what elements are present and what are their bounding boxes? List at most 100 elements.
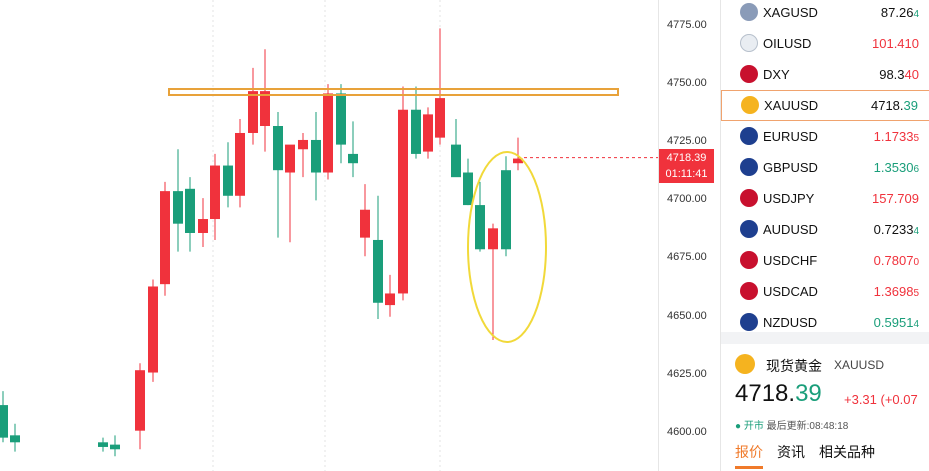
watchlist-symbol: AUDUSD — [763, 222, 818, 237]
candle-body — [398, 109, 408, 294]
watchlist-symbol: OILUSD — [763, 36, 812, 51]
watchlist-price: 0.78070 — [874, 253, 919, 268]
candle-body — [285, 144, 295, 173]
watchlist-price: 0.72334 — [874, 222, 919, 237]
watchlist-price-tail: 4 — [913, 319, 919, 330]
detail-tabs: 报价 资讯 相关品种 — [735, 442, 889, 462]
watchlist-row-xauusd[interactable]: XAUUSD 4718.39 — [721, 90, 929, 121]
oil-icon — [740, 34, 758, 52]
gold-icon — [735, 354, 755, 374]
watchlist-row-usdchf[interactable]: USDCHF 0.78070 — [721, 246, 929, 277]
watchlist-price-tail: 4 — [913, 226, 919, 237]
price-axis[interactable]: 4775.00 4750.00 4725.00 4700.00 4675.00 4650.… — [658, 0, 720, 471]
last-update-label: 最后更新:08:48:18 — [766, 421, 849, 432]
candle-body — [185, 188, 195, 233]
watchlist-symbol: USDCAD — [763, 284, 818, 299]
watchlist-row-gbpusd[interactable]: GBPUSD 1.35306 — [721, 153, 929, 184]
candle-body — [10, 435, 20, 443]
watchlist-price-main: 1.3698 — [873, 284, 914, 299]
candle-body — [98, 442, 108, 447]
candle-body — [323, 93, 333, 173]
eu-flag-icon — [740, 127, 758, 145]
watchlist-symbol: USDJPY — [763, 191, 815, 206]
candle-body — [235, 132, 245, 196]
candle-body — [173, 191, 183, 224]
watchlist-price: 1.17335 — [874, 129, 919, 144]
highlight-ellipse[interactable] — [467, 151, 547, 343]
watchlist-row-nzdusd[interactable]: NZDUSD 0.59514 — [721, 308, 929, 339]
watchlist-row-xagusd[interactable]: XAGUSD 87.264 — [721, 0, 929, 29]
current-price-label: 4718.39 — [666, 152, 707, 164]
detail-price: 4718.39 — [735, 380, 822, 408]
detail-price-int: 4718. — [735, 380, 796, 407]
uk-flag-icon — [740, 158, 758, 176]
chart-canvas[interactable] — [0, 0, 658, 471]
candle-body — [411, 109, 421, 154]
candle-body — [248, 91, 258, 133]
watchlist-price-tail: 0 — [913, 257, 919, 268]
detail-symbol-code: XAUUSD — [834, 358, 885, 372]
tab-related[interactable]: 相关品种 — [819, 444, 875, 460]
silver-icon — [740, 3, 758, 21]
detail-price-dec: 39 — [795, 380, 822, 407]
watchlist-price-main: 0.5951 — [873, 315, 914, 330]
market-open-label: ● 开市 — [735, 421, 764, 432]
watchlist-price-tail: 5 — [913, 133, 919, 144]
watchlist-symbol: USDCHF — [763, 253, 818, 268]
watchlist-price-main: 0.7233 — [873, 222, 914, 237]
watchlist-price: 98.340 — [879, 67, 919, 82]
panel-divider — [721, 332, 929, 344]
candle-body — [311, 139, 321, 173]
au-flag-icon — [740, 220, 758, 238]
nz-flag-icon — [740, 313, 758, 331]
watchlist-row-dxy[interactable]: DXY 98.340 — [721, 60, 929, 91]
watchlist-row-eurusd[interactable]: EURUSD 1.17335 — [721, 122, 929, 153]
candlestick-chart[interactable] — [0, 0, 658, 471]
candle-body — [223, 165, 233, 196]
candle-body — [348, 153, 358, 164]
watchlist-price: 0.59514 — [874, 315, 919, 330]
watchlist-symbol: DXY — [763, 67, 790, 82]
candle-body — [198, 219, 208, 233]
watchlist-price: 87.264 — [881, 5, 919, 20]
tab-news[interactable]: 资讯 — [777, 444, 805, 460]
watchlist-price-main: 157.709 — [872, 191, 919, 206]
detail-symbol-name: 现货黄金 — [766, 358, 822, 374]
watchlist-price-main: 1.1733 — [873, 129, 914, 144]
watchlist-price-main: 101.410 — [872, 36, 919, 51]
us-flag-icon — [740, 251, 758, 269]
watchlist-price: 4718.39 — [871, 98, 918, 113]
tab-quote[interactable]: 报价 — [735, 444, 763, 460]
us-flag-icon — [740, 282, 758, 300]
price-tick-label: 4700.00 — [667, 193, 707, 205]
candle-body — [273, 126, 283, 171]
price-tick-label: 4775.00 — [667, 19, 707, 31]
watchlist-row-usdjpy[interactable]: USDJPY 157.709 — [721, 184, 929, 215]
watchlist-row-usdcad[interactable]: USDCAD 1.36985 — [721, 277, 929, 308]
candle-body — [501, 170, 511, 250]
price-tick-label: 4625.00 — [667, 368, 707, 380]
candle-body — [260, 91, 270, 127]
watchlist-price-main: 98.3 — [879, 67, 905, 82]
candle-body — [336, 93, 346, 145]
watchlist-row-audusd[interactable]: AUDUSD 0.72334 — [721, 215, 929, 246]
candle-body — [451, 144, 461, 178]
watchlist-price: 1.35306 — [874, 160, 919, 175]
candle-body — [513, 158, 523, 164]
watchlist-symbol: XAGUSD — [763, 5, 818, 20]
candle-body — [475, 205, 485, 250]
resistance-zone[interactable] — [168, 88, 619, 96]
candle-body — [435, 98, 445, 138]
watchlist-symbol: GBPUSD — [763, 160, 818, 175]
candle-body — [0, 405, 8, 438]
watchlist-price-tail: 5 — [913, 288, 919, 299]
candle-body — [385, 293, 395, 306]
price-tick-label: 4725.00 — [667, 135, 707, 147]
watchlist-row-oilusd[interactable]: OILUSD 101.410 — [721, 29, 929, 60]
gold-icon — [741, 96, 759, 114]
candle-body — [110, 444, 120, 450]
candle-body — [160, 191, 170, 285]
watchlist-symbol: NZDUSD — [763, 315, 818, 330]
watchlist-price-tail: 4 — [913, 9, 919, 20]
